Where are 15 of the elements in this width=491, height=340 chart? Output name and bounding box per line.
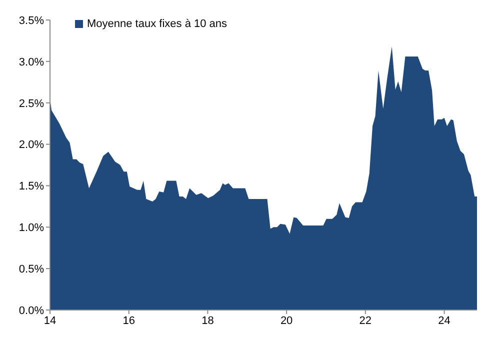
y-tick-label: 2.5% — [18, 98, 44, 110]
y-tick-label: 3.5% — [18, 14, 44, 27]
x-tick-label: 18 — [202, 314, 214, 327]
y-tick-label: 2.0% — [18, 139, 44, 152]
x-tick-label: 16 — [122, 314, 135, 327]
y-tick-label: 1.0% — [18, 222, 44, 234]
legend-label: Moyenne taux fixes à 10 ans — [87, 18, 228, 30]
y-tick-label: 3.0% — [18, 56, 44, 68]
y-tick-label: 0.0% — [18, 304, 44, 317]
y-tick-label: 0.5% — [18, 263, 44, 276]
x-tick-label: 24 — [438, 314, 450, 327]
y-tick-label: 1.5% — [18, 180, 44, 193]
x-tick-label: 14 — [44, 314, 56, 327]
x-tick-label: 22 — [359, 314, 372, 327]
x-tick-label: 20 — [280, 314, 293, 327]
